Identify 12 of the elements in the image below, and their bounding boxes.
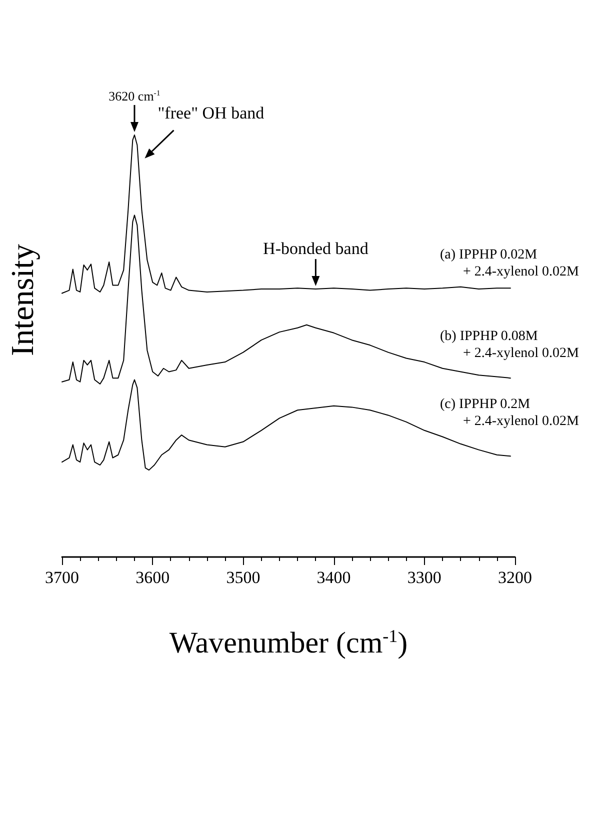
- x-tick-label: 3600: [136, 568, 170, 587]
- x-tick-label: 3400: [316, 568, 351, 587]
- y-axis-title: Intensity: [4, 244, 40, 356]
- x-tick-label: 3300: [407, 568, 442, 587]
- annotation: H-bonded band: [263, 239, 369, 258]
- series-label: (b) IPPHP 0.08M + 2.4-xylenol 0.02M: [440, 328, 580, 361]
- series-label: (a) IPPHP 0.02M + 2.4-xylenol 0.02M: [440, 247, 580, 280]
- annotation: "free" OH band: [158, 103, 265, 122]
- x-tick-label: 3500: [226, 568, 260, 587]
- x-tick-label: 3700: [45, 568, 79, 587]
- x-tick-label: 3200: [498, 568, 532, 587]
- series-label: (c) IPPHP 0.2M + 2.4-xylenol 0.02M: [440, 397, 580, 430]
